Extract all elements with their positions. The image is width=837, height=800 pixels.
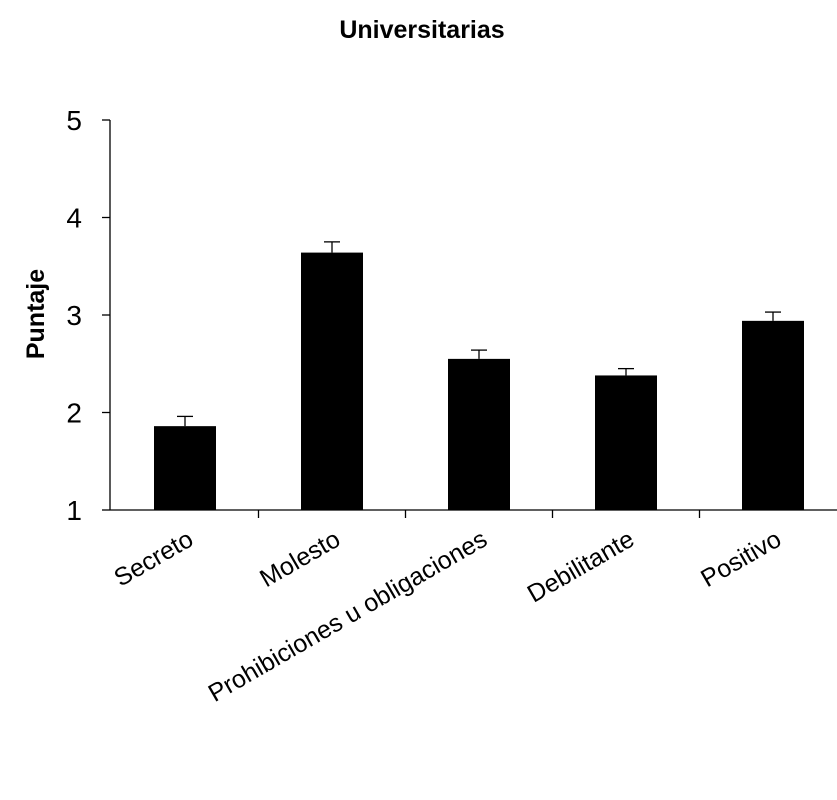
x-ticks [257, 510, 701, 518]
error-bar [618, 367, 634, 376]
y-tick-label: 3 [66, 300, 82, 331]
y-tick-label: 4 [66, 203, 82, 234]
chart-title: Universitarias [339, 16, 504, 44]
error-bars [177, 241, 781, 427]
y-tick-label: 2 [66, 398, 82, 429]
bar [595, 375, 657, 510]
bar [301, 252, 363, 510]
category-label: Prohibiciones u obligaciones [204, 525, 492, 708]
error-bar [324, 241, 340, 253]
bar [742, 320, 804, 510]
bars [154, 252, 804, 510]
y-ticks: 1 2 3 4 5 [66, 105, 110, 526]
category-label: Debilitante [523, 525, 639, 608]
category-label: Secreto [109, 525, 198, 592]
error-bar [177, 415, 193, 427]
bar [448, 358, 510, 510]
category-label: Molesto [255, 525, 345, 593]
y-axis-label: Puntaje [22, 269, 50, 359]
y-tick-label: 1 [66, 495, 82, 526]
category-label: Positivo [696, 525, 786, 593]
error-bar [765, 311, 781, 321]
y-tick-label: 5 [66, 105, 82, 136]
error-bar [471, 349, 487, 359]
bar [154, 426, 216, 510]
